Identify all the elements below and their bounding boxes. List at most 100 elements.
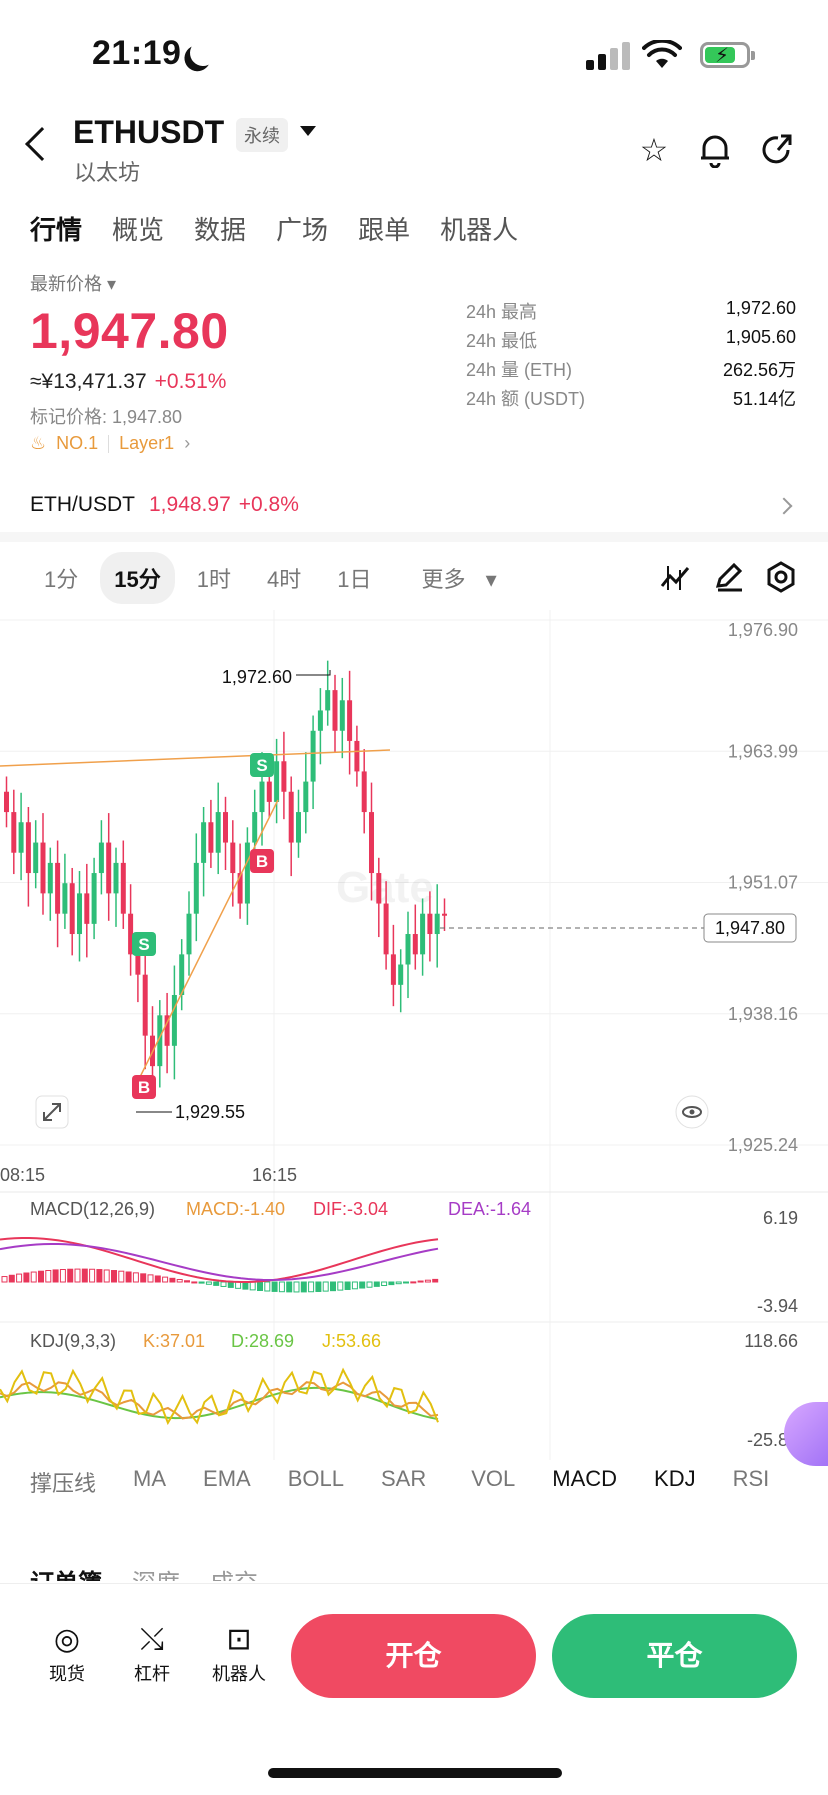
candle [186,913,192,955]
ind-ema[interactable]: EMA [203,1466,251,1491]
macd-bar [184,1280,190,1283]
sector-tag: Layer1 [119,433,175,453]
tab-square[interactable]: 广场 [276,215,329,245]
eye-shape [682,1106,702,1118]
robot-icon: ⊡ [226,1623,252,1656]
interval-more[interactable]: 更多 ▾ [421,567,497,592]
back-button[interactable] [25,127,59,161]
divider [0,1583,828,1584]
tab-copy-trade[interactable]: 跟单 [358,215,411,245]
spot-pair-row[interactable]: ETH/USDT 1,948.97 +0.8% [30,493,299,516]
macd-bar [322,1281,329,1292]
leverage-icon: ⤯ [140,1623,164,1656]
tab-orderbook[interactable]: 订单簿 [30,1563,102,1581]
ind-sar[interactable]: SAR [380,1466,427,1491]
candle [18,822,24,853]
perpetual-badge: 永续 [236,118,288,152]
expand-arrow [43,1103,61,1121]
macd-bar [118,1270,125,1283]
kdj-legend: K:37.01 [143,1331,205,1351]
settings-hexagon-icon[interactable] [764,560,798,594]
sell-signal [132,932,156,956]
spot-icon: ◎ [53,1623,81,1656]
ind-boll[interactable]: BOLL [287,1466,344,1491]
ind-ma[interactable]: MA [133,1466,167,1491]
macd-bar [417,1280,424,1283]
candle [405,934,411,965]
macd-bar [227,1281,234,1288]
close-position-button[interactable]: 平仓 [552,1614,797,1698]
floating-assistant-button[interactable] [784,1402,828,1466]
symbol-dropdown-icon[interactable] [300,126,316,136]
candle [244,842,250,904]
candle [164,1015,170,1046]
wifi-icon [642,40,682,68]
macd-bar [213,1281,220,1286]
chevron-right-icon[interactable] [775,497,793,515]
macd-bar [45,1270,52,1283]
ind-rsi[interactable]: RSI [732,1466,770,1491]
tags-row[interactable]: ♨ NO.1 Layer1 › [30,433,190,454]
share-icon[interactable] [760,132,794,168]
ind-macd[interactable]: MACD [552,1466,618,1491]
candle [40,842,46,894]
macd-bar [271,1281,278,1292]
indicator-icon[interactable] [658,560,692,594]
tab-overview[interactable]: 概览 [112,215,165,245]
tab-market[interactable]: 行情 [30,215,83,245]
tab-trades[interactable]: 成交 [210,1563,258,1581]
macd-bar [132,1272,139,1283]
macd-bar [8,1274,15,1283]
candle [128,913,134,955]
tab-data[interactable]: 数据 [194,215,247,245]
last-price-tag: 1,947.80 [715,918,785,938]
macd-legend: DEA:-1.64 [448,1199,531,1219]
bell-icon[interactable] [698,132,732,168]
ind-vol[interactable]: VOL [471,1466,516,1491]
latest-price-label[interactable]: 最新价格 ▾ [30,274,117,294]
book-tabs: 订单簿 深度 成交 [30,1563,258,1581]
tab-bot[interactable]: 机器人 [440,215,519,245]
open-position-button[interactable]: 开仓 [291,1614,536,1698]
candle [259,781,265,813]
macd-panel: MACD(12,26,9) MACD:-1.40 DIF:-3.04 DEA:-1.6… [0,1199,798,1316]
kdj-legend: J:53.66 [322,1331,381,1351]
candle [77,893,82,935]
macd-legend: MACD(12,26,9) [30,1199,155,1219]
interval-1h[interactable]: 1时 [196,567,231,592]
macd-bar [52,1269,59,1283]
interval-15m[interactable]: 15分 [100,552,175,604]
draw-pencil-icon[interactable] [712,560,746,594]
macd-bar [278,1281,285,1293]
interval-1d[interactable]: 1日 [337,567,372,592]
star-icon[interactable]: ☆ [639,132,669,168]
leverage-nav-button[interactable]: ⤯ 杠杆 [117,1620,187,1686]
sell-signal [250,753,274,777]
ind-kdj[interactable]: KDJ [654,1466,696,1491]
bot-nav-button[interactable]: ⊡ 机器人 [204,1620,274,1686]
interval-1m[interactable]: 1分 [44,567,79,592]
candle [142,974,148,1036]
macd-bar [410,1281,417,1284]
candle [420,913,426,955]
candles [4,660,447,1088]
tab-depth[interactable]: 深度 [132,1563,180,1581]
high-marker [296,670,331,676]
home-indicator [268,1768,562,1778]
candle [303,781,309,813]
rank-tag: NO.1 [56,433,99,453]
24h-stats: 24h 最高 1,972.60 24h 最低 1,905.60 24h 量 (ETH… [466,298,796,409]
candle [201,822,207,863]
macd-bar [286,1281,293,1293]
signal-label: S [138,935,149,954]
y-tick-label: 1,976.90 [728,620,798,640]
candle [157,1015,163,1067]
spot-nav-button[interactable]: ◎ 现货 [32,1620,102,1686]
symbol-title[interactable]: ETHUSDT [73,114,225,150]
ind-support[interactable]: 撑压线 [30,1471,97,1496]
chart-grid [0,610,828,1460]
x-axis-ticks: 08:15 16:15 [0,1165,297,1185]
macd-bar [388,1281,395,1286]
interval-4h[interactable]: 4时 [266,567,302,592]
